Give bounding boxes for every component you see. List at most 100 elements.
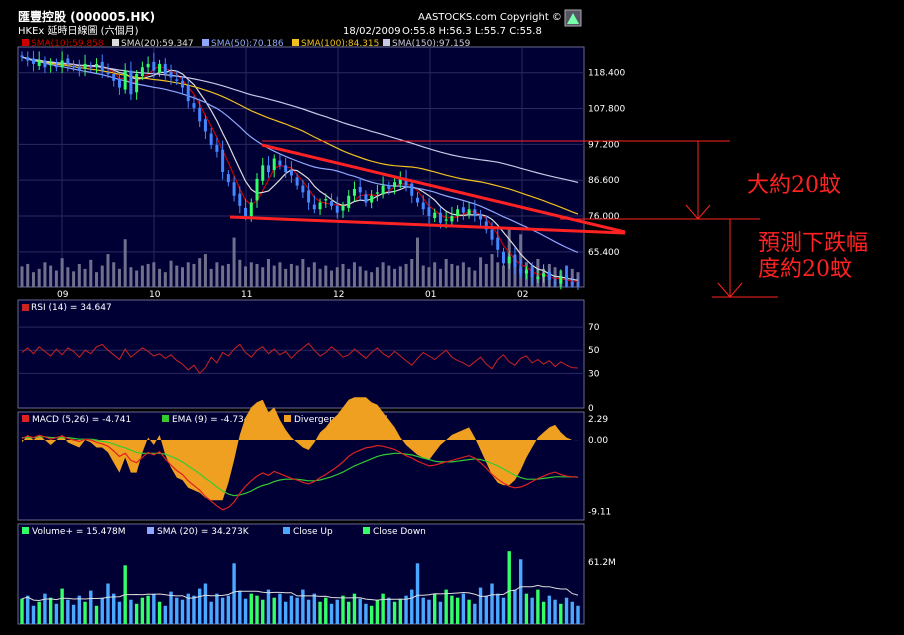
legend-swatch: [112, 39, 119, 46]
sma-legend: SMA(10):59.858 SMA(20):59.347 SMA(50):70.1…: [22, 39, 471, 49]
candle-body: [158, 63, 162, 73]
volume-bar: [238, 590, 242, 624]
legend-swatch: [22, 39, 29, 46]
candle-body: [307, 190, 311, 203]
volume-legend-label: SMA (20) = 34.273K: [157, 527, 250, 537]
candle-body: [398, 178, 402, 185]
macd-tick-label: 2.29: [588, 415, 608, 425]
ohlc-readout: O:55.8 H:56.3 L:55.7 C:55.8: [402, 26, 542, 37]
volume-bars: 61.2M: [20, 551, 616, 624]
volume-bar: [341, 595, 345, 624]
macd-legend-swatch: [284, 415, 291, 422]
price-volume-bar: [570, 268, 574, 287]
chart-subtitle: HKEx 延時日線圖 (六個月): [18, 24, 139, 37]
volume-bar: [272, 597, 276, 624]
candle-body: [496, 237, 500, 250]
candle-body: [26, 57, 30, 61]
volume-bar: [146, 595, 150, 624]
volume-bar: [152, 593, 156, 624]
price-volume-bar: [49, 265, 53, 287]
volume-bar: [77, 595, 82, 624]
macd-legend-label: MACD (5,26) = -4.741: [32, 415, 131, 425]
volume-bar: [209, 601, 213, 624]
aastocks-logo-icon: [564, 9, 582, 27]
volume-bar: [306, 599, 311, 624]
candle-body: [375, 192, 379, 194]
volume-bar: [329, 603, 334, 624]
candle-body: [427, 207, 431, 217]
volume-bar: [518, 559, 523, 624]
volume-bar: [398, 598, 403, 624]
price-y-ticks: 118.400 107.800 97.200 86.600 76.000 65.400: [588, 69, 625, 258]
volume-bar: [450, 595, 454, 624]
candle-body: [301, 185, 305, 193]
volume-bar: [129, 599, 133, 624]
ema-series: [22, 436, 579, 497]
candle-body: [530, 268, 534, 277]
candle-body: [152, 61, 156, 71]
rsi-line: 70 50 30 0: [18, 304, 600, 414]
volume-bar: [117, 601, 122, 624]
candle-body: [461, 207, 465, 213]
volume-bar: [163, 605, 167, 624]
price-volume-bar: [31, 272, 35, 287]
price-volume-bar: [20, 266, 24, 287]
copyright-text: AASTOCKS.com Copyright ©: [418, 12, 562, 23]
y-tick-label: 97.200: [588, 140, 620, 150]
candlesticks: [20, 51, 580, 291]
price-volume-bar: [106, 254, 110, 287]
price-volume-bar: [467, 267, 471, 287]
candle-body: [318, 202, 322, 210]
price-volume-bar: [375, 267, 379, 287]
candle-body: [479, 213, 483, 220]
price-volume-bar: [180, 267, 184, 287]
volume-bar: [192, 595, 196, 624]
volume-bar: [576, 605, 580, 624]
price-volume-bar: [341, 263, 345, 287]
volume-bar: [570, 601, 574, 624]
resistance-trendline: [261, 143, 626, 234]
volume-bar: [20, 598, 24, 624]
price-volume-bar: [421, 265, 425, 287]
volume-bar: [215, 593, 219, 624]
volume-bar: [375, 599, 380, 624]
price-volume-bar: [473, 270, 477, 287]
price-volume-bar: [215, 262, 219, 287]
price-volume-bar: [352, 262, 356, 287]
price-volume-bars: [20, 227, 580, 287]
candle-body: [513, 254, 517, 267]
price-volume-bar: [347, 268, 351, 287]
price-volume-bar: [261, 267, 265, 287]
candle-body: [89, 65, 93, 68]
price-volume-bar: [72, 271, 76, 287]
candle-body: [163, 63, 167, 75]
volume-bar: [541, 601, 546, 624]
candle-body: [203, 119, 207, 132]
candle-body: [278, 160, 282, 166]
x-tick-label: 10: [149, 290, 161, 300]
y-tick-label: 118.400: [588, 69, 625, 79]
candle-body: [255, 178, 259, 201]
volume-bar: [513, 589, 517, 624]
candle-body: [467, 209, 471, 215]
candle-body: [421, 202, 425, 210]
candle-body: [215, 145, 219, 152]
price-x-ticks: 09 10 11 12 01 02: [57, 290, 528, 300]
price-volume-bar: [43, 262, 47, 287]
candle-body: [364, 194, 368, 203]
volume-legend-label: Close Up: [293, 527, 333, 537]
legend-swatch: [202, 39, 209, 46]
candle-body: [140, 67, 144, 77]
chart-date: 18/02/2009: [343, 26, 401, 37]
price-volume-bar: [37, 268, 41, 287]
candle-body: [123, 70, 127, 90]
candle-body: [112, 74, 116, 81]
volume-bar: [501, 597, 506, 624]
volume-legend-swatch: [283, 527, 290, 534]
macd-legend-label: EMA (9) = -4.734: [172, 415, 250, 425]
support-trendline: [229, 215, 626, 235]
price-volume-bar: [54, 270, 58, 287]
price-volume-bar: [146, 263, 150, 287]
candle-body: [324, 199, 328, 201]
volume-bar: [94, 605, 99, 624]
